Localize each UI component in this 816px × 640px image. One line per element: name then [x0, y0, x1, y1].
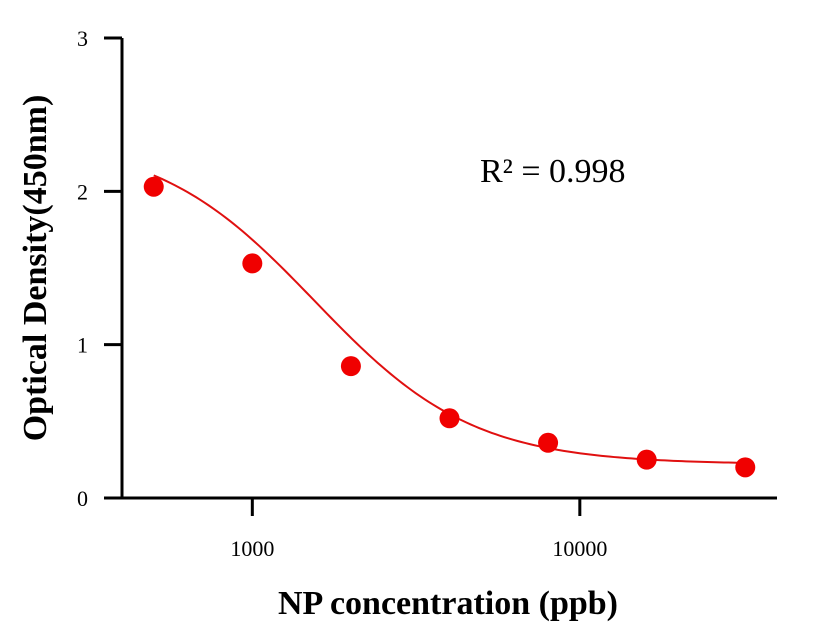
y-axis-title: Optical Density(450nm) — [17, 95, 54, 442]
data-point — [340, 356, 361, 377]
data-point — [735, 457, 756, 478]
y-ticks: 0 1 2 3 — [77, 26, 122, 511]
data-point — [636, 449, 657, 470]
data-point — [242, 253, 263, 274]
r-squared-annotation: R² = 0.998 — [480, 153, 626, 190]
data-point — [143, 176, 164, 197]
y-tick-label: 1 — [77, 333, 88, 358]
data-point — [538, 432, 559, 453]
data-point — [439, 408, 460, 429]
x-axis-title: NP concentration (ppb) — [278, 585, 618, 622]
y-tick-label: 3 — [77, 26, 88, 51]
x-tick-label: 1000 — [230, 536, 274, 561]
y-tick-label: 2 — [77, 179, 88, 204]
data-points — [143, 176, 756, 478]
y-tick-label: 0 — [77, 486, 88, 511]
axes — [120, 38, 777, 500]
x-ticks: 1000 10000 — [230, 498, 607, 561]
x-tick-label: 10000 — [552, 536, 607, 561]
